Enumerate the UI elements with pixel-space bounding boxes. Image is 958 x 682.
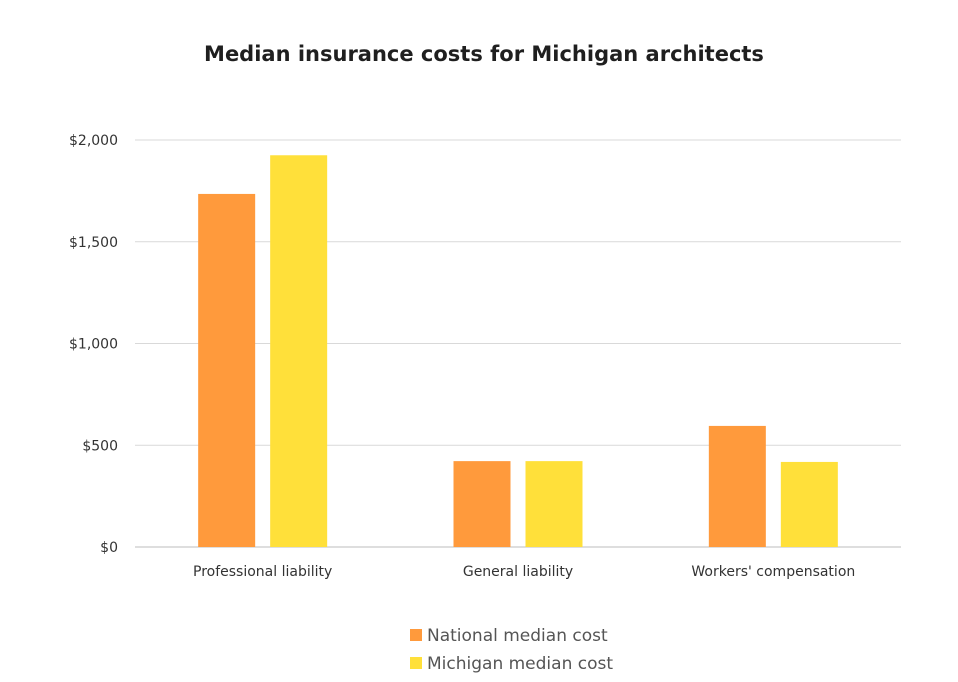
bar-michigan-1 bbox=[525, 461, 583, 547]
y-tick-label: $0 bbox=[100, 540, 118, 556]
x-tick-label: Professional liability bbox=[193, 564, 332, 580]
bar-national-0 bbox=[198, 193, 256, 548]
legend-label: National median cost bbox=[427, 626, 608, 646]
bar-national-2 bbox=[708, 425, 766, 547]
legend-swatch bbox=[410, 657, 422, 669]
x-axis-ticks: Professional liability General liability W… bbox=[193, 564, 855, 580]
legend-item: National median cost bbox=[410, 626, 608, 646]
legend: National median cost Michigan median cost bbox=[410, 626, 613, 674]
y-tick-label: $1,000 bbox=[69, 337, 118, 353]
y-tick-label: $1,500 bbox=[69, 235, 118, 251]
chart-title: Median insurance costs for Michigan arch… bbox=[204, 42, 764, 66]
bar-michigan-0 bbox=[270, 155, 328, 547]
x-tick-label: General liability bbox=[463, 564, 573, 580]
bars bbox=[198, 155, 838, 548]
bar-national-1 bbox=[453, 461, 511, 547]
legend-item: Michigan median cost bbox=[410, 654, 613, 674]
legend-swatch bbox=[410, 629, 422, 641]
bar-michigan-2 bbox=[780, 461, 838, 547]
y-tick-label: $500 bbox=[82, 438, 118, 454]
legend-label: Michigan median cost bbox=[427, 654, 613, 674]
y-axis-ticks: $0 $500 $1,000 $1,500 $2,000 bbox=[69, 133, 118, 556]
gridlines bbox=[135, 139, 901, 548]
x-tick-label: Workers' compensation bbox=[691, 564, 855, 580]
y-tick-label: $2,000 bbox=[69, 133, 118, 149]
